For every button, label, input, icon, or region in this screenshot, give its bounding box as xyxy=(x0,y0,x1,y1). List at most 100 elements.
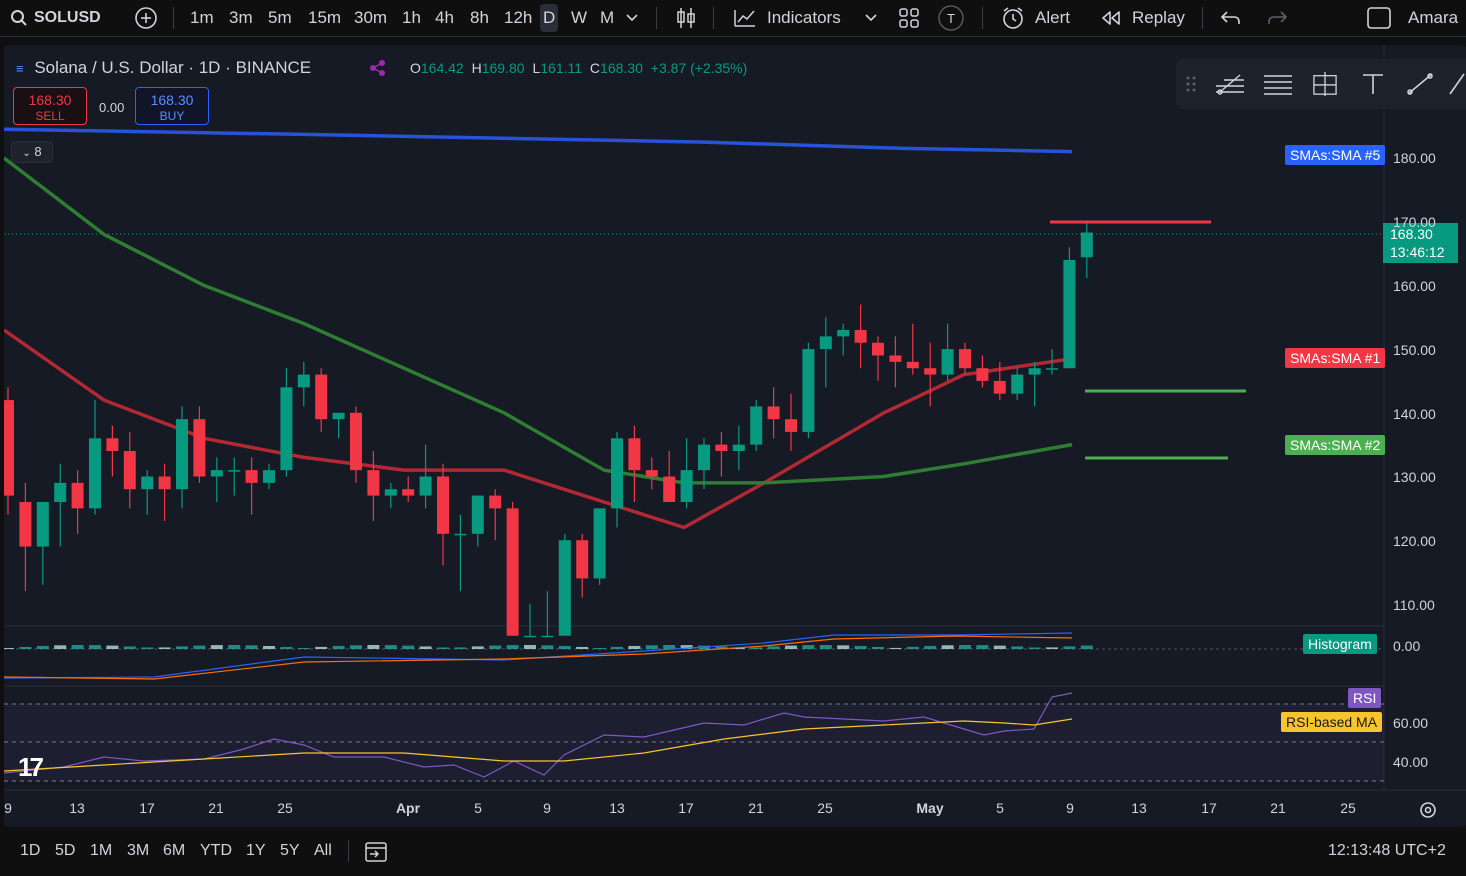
redo-button[interactable] xyxy=(1266,0,1288,36)
macd-histogram-bar xyxy=(315,646,328,649)
alert-icon xyxy=(1003,7,1023,29)
sma-line-3 xyxy=(4,156,1073,485)
time-tick: 13 xyxy=(1131,800,1147,816)
close-label: C xyxy=(589,60,601,76)
macd-histogram-bar xyxy=(489,645,502,649)
indicators-button[interactable]: Indicators xyxy=(733,0,841,36)
chevron-down-icon xyxy=(626,14,638,22)
price-tick: 180.00 xyxy=(1393,150,1436,166)
price-chart[interactable] xyxy=(4,45,1466,827)
patterns-icon[interactable] xyxy=(1310,72,1340,96)
timeframe-dropdown[interactable] xyxy=(625,0,639,36)
timeframe-1m[interactable]: 1m xyxy=(190,8,214,27)
timeframe-d[interactable]: D xyxy=(540,4,559,32)
open-label: O xyxy=(410,60,421,76)
range-5d[interactable]: 5D xyxy=(55,842,76,859)
candle-body xyxy=(837,329,850,337)
settings-gear-icon[interactable] xyxy=(1417,799,1439,821)
tradingview-logo[interactable]: 17 xyxy=(18,752,44,782)
time-tick: 17 xyxy=(678,800,694,816)
replay-button[interactable]: Replay xyxy=(1100,0,1185,36)
timeframe-30m[interactable]: 30m xyxy=(354,8,388,27)
layouts-button[interactable] xyxy=(898,0,920,36)
measure-tool-icon[interactable] xyxy=(1404,72,1436,96)
chart-legend[interactable]: ≡ Solana / U.S. Dollar · 1D · BINANCE xyxy=(16,58,311,78)
templates-button[interactable]: T xyxy=(937,0,965,36)
chart-type-button[interactable] xyxy=(676,0,696,36)
range-ytd[interactable]: YTD xyxy=(200,842,232,859)
buy-button[interactable]: 168.30 BUY xyxy=(135,87,209,125)
range-all[interactable]: All xyxy=(314,842,332,859)
time-tick: Apr xyxy=(395,800,421,816)
symbol-search[interactable]: SOLUSD xyxy=(10,0,101,36)
macd-line xyxy=(4,632,1073,679)
time-tick: 17 xyxy=(139,800,155,816)
alert-button[interactable]: Alert xyxy=(1000,0,1070,36)
symbol-label: SOLUSD xyxy=(34,9,101,26)
macd-histogram-bar xyxy=(1080,645,1093,649)
candle-body xyxy=(558,540,571,636)
macd-histogram-bar xyxy=(558,646,571,649)
macd-histogram-bar xyxy=(71,645,84,649)
text-tool-icon[interactable] xyxy=(1360,72,1386,96)
data-source-icon[interactable] xyxy=(368,58,388,78)
range-1y[interactable]: 1Y xyxy=(246,842,266,859)
legend-title: Solana / U.S. Dollar · 1D · BINANCE xyxy=(34,58,312,77)
indicators-label: Indicators xyxy=(767,8,841,27)
user-menu[interactable]: Amara xyxy=(1408,0,1458,36)
indicators-collapse-button[interactable]: ⌄ 8 xyxy=(11,141,53,163)
macd-histogram-bar xyxy=(645,645,658,649)
candle-body xyxy=(210,470,223,477)
macd-histogram-bar xyxy=(680,645,693,649)
trend-lines-icon[interactable] xyxy=(1214,72,1246,96)
macd-histogram-bar xyxy=(158,647,171,649)
candles-icon xyxy=(677,8,695,28)
sell-button[interactable]: 168.30 SELL xyxy=(13,87,87,125)
timeframe-5m[interactable]: 5m xyxy=(268,8,292,27)
rsi-scale-tick-60: 60.00 xyxy=(1393,715,1429,731)
range-5y[interactable]: 5Y xyxy=(280,842,300,859)
range-1d[interactable]: 1D xyxy=(20,842,41,859)
timeframe-w[interactable]: W xyxy=(571,8,588,27)
sma-line-1 xyxy=(4,127,1073,154)
candle-body xyxy=(1028,368,1041,375)
spread-value: 0.00 xyxy=(99,100,125,115)
candle-body xyxy=(872,342,884,356)
rsi-line xyxy=(4,692,1073,778)
timeframe-3m[interactable]: 3m xyxy=(229,8,253,27)
macd-histogram-bar xyxy=(941,645,954,649)
candle-body xyxy=(663,476,676,502)
macd-histogram-bar xyxy=(367,645,380,649)
range-6m[interactable]: 6M xyxy=(163,842,186,859)
time-tick: 17 xyxy=(1201,800,1217,816)
timeframe-15m[interactable]: 15m xyxy=(308,8,342,27)
brush-tool-icon[interactable] xyxy=(1448,72,1466,96)
range-1m[interactable]: 1M xyxy=(90,842,113,859)
indicators-dropdown[interactable] xyxy=(864,0,878,36)
macd-histogram-bar xyxy=(819,645,832,649)
low-label: L xyxy=(532,60,541,76)
goto-date-icon[interactable] xyxy=(364,840,390,864)
timeframe-m[interactable]: M xyxy=(600,8,615,27)
macd-histogram-bar xyxy=(210,645,223,649)
undo-button[interactable] xyxy=(1220,0,1242,36)
fullscreen-button[interactable] xyxy=(1366,0,1392,36)
clock-timezone[interactable]: 12:13:48 UTC+2 xyxy=(1328,842,1446,859)
buy-label: BUY xyxy=(159,109,185,123)
range-3m[interactable]: 3M xyxy=(127,842,150,859)
price-tick: 170.00 xyxy=(1393,214,1436,230)
candle-body xyxy=(402,489,415,496)
fib-retracement-icon[interactable] xyxy=(1262,72,1294,96)
candle-body xyxy=(71,482,84,509)
candle-body xyxy=(176,419,188,490)
search-icon xyxy=(11,10,27,26)
timeframe-8h[interactable]: 8h xyxy=(470,8,489,27)
drag-handle-icon[interactable] xyxy=(1184,72,1198,96)
timeframe-4h[interactable]: 4h xyxy=(435,8,454,27)
timeframe-12h[interactable]: 12h xyxy=(504,8,533,27)
macd-histogram-bar xyxy=(437,647,449,649)
timeframe-1h[interactable]: 1h xyxy=(402,8,421,27)
chart-panel[interactable]: ≡ Solana / U.S. Dollar · 1D · BINANCE O 1… xyxy=(4,45,1466,827)
candle-body xyxy=(959,349,971,369)
add-symbol-button[interactable] xyxy=(134,0,158,36)
